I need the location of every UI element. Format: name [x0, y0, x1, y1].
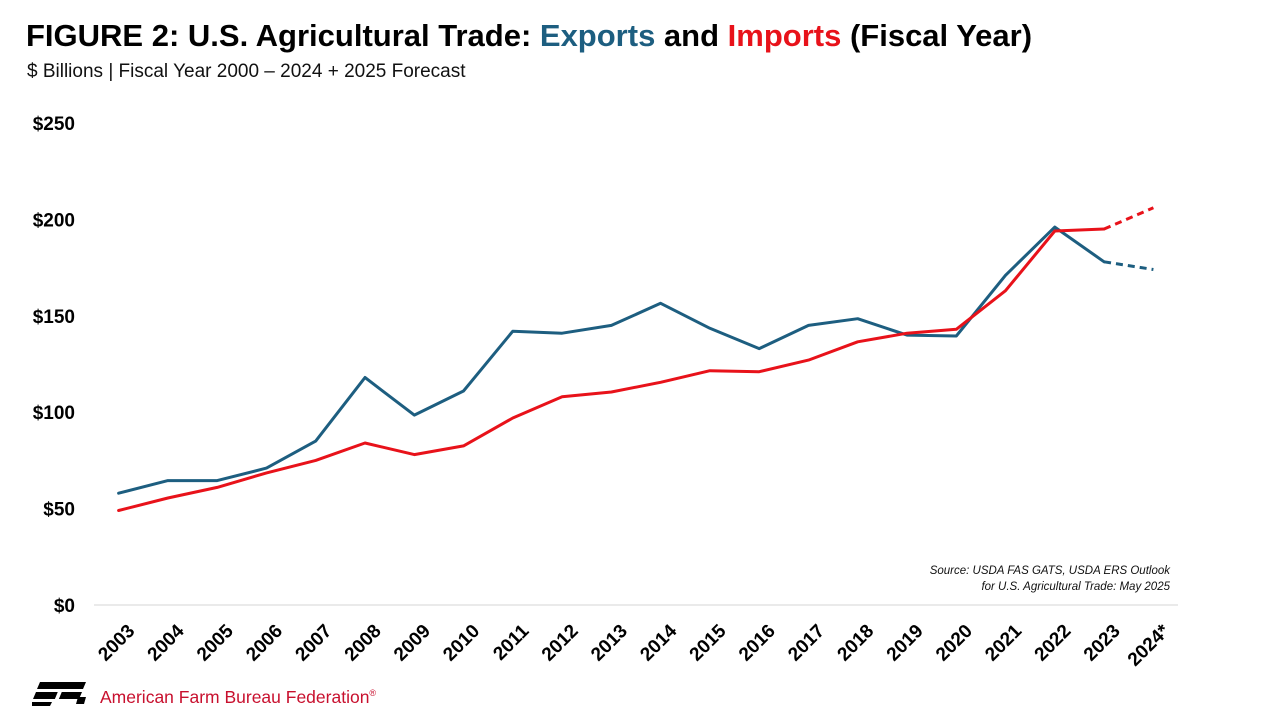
x-tick-label: 2022	[1031, 621, 1076, 666]
x-tick-label: 2006	[242, 621, 287, 666]
exports-line	[117, 225, 1106, 495]
title-suffix: (Fiscal Year)	[841, 18, 1033, 53]
x-tick-label: 2012	[538, 621, 583, 666]
title-imports-word: Imports	[727, 18, 842, 53]
organization-name-text: American Farm Bureau Federation	[100, 687, 370, 707]
x-tick-label: 2015	[686, 620, 731, 665]
x-tick-label: 2021	[981, 620, 1026, 665]
x-tick-label: 2016	[735, 621, 780, 666]
title-exports-word: Exports	[539, 18, 656, 53]
x-tick-label: 2004	[144, 620, 189, 665]
imports-forecast-line	[1103, 206, 1154, 231]
title-prefix: FIGURE 2: U.S. Agricultural Trade:	[26, 18, 540, 53]
x-tick-label: 2019	[883, 621, 928, 666]
x-tick-label: 2017	[784, 621, 829, 666]
x-tick-label: 2005	[193, 620, 238, 665]
x-tick-label: 2007	[292, 621, 337, 666]
farm-bureau-logo	[32, 682, 86, 706]
x-tick-label: 2010	[439, 621, 484, 666]
imports-line	[117, 227, 1106, 512]
source-note-line-1: Source: USDA FAS GATS, USDA ERS Outlook	[930, 565, 1172, 577]
x-tick-label: 2018	[834, 621, 879, 666]
x-tick-label: 2011	[489, 620, 533, 664]
y-tick-label: $0	[54, 596, 75, 617]
source-note-line-2: for U.S. Agricultural Trade: May 2025	[981, 581, 1170, 593]
title-middle: and	[655, 18, 728, 53]
exports-forecast-line	[1103, 260, 1154, 271]
y-tick-label: $150	[33, 307, 75, 328]
series-lines	[117, 206, 1154, 512]
y-tick-label: $100	[33, 403, 75, 424]
chart-subtitle: $ Billions | Fiscal Year 2000 – 2024 + 2…	[27, 61, 466, 82]
y-tick-label: $50	[43, 500, 75, 521]
x-tick-label: 2009	[390, 621, 435, 666]
x-tick-label: 2013	[587, 621, 632, 666]
x-tick-label: 2014	[636, 620, 681, 665]
chart-title: FIGURE 2: U.S. Agricultural Trade: Expor…	[26, 18, 1032, 54]
x-axis-ticks: 2003 2004 2005 2006 2007 2008 2009 2010 2011 2012…	[94, 620, 1174, 670]
y-axis-ticks: $0 $50 $100 $150 $200 $250	[33, 114, 75, 617]
x-tick-label: 2008	[341, 621, 386, 666]
y-tick-label: $200	[33, 210, 75, 231]
x-tick-label: 2003	[94, 621, 139, 666]
x-tick-label: 2020	[932, 621, 977, 666]
x-tick-label: 2024*	[1124, 620, 1174, 670]
organization-name: American Farm Bureau Federation®	[100, 687, 376, 708]
y-tick-label: $250	[33, 114, 75, 135]
x-tick-label: 2023	[1080, 621, 1125, 666]
registered-mark: ®	[369, 688, 377, 699]
